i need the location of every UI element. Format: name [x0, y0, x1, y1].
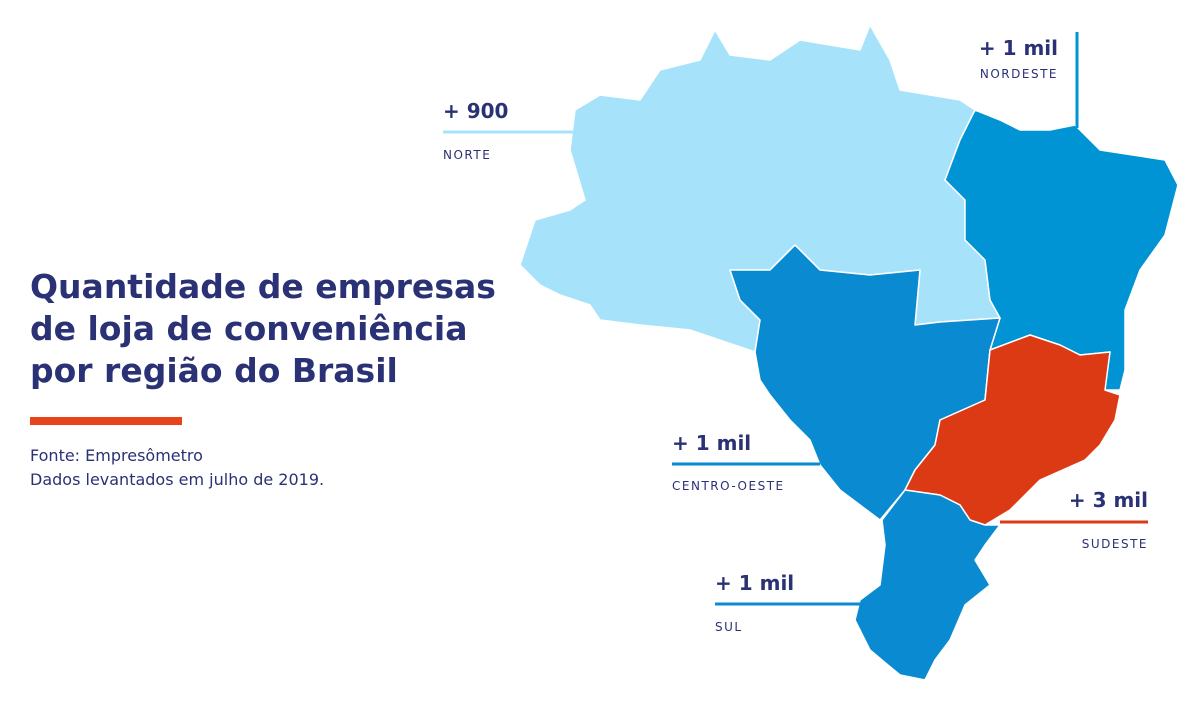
title: de loja de conveniência [30, 309, 467, 348]
region-sul [854, 489, 1001, 681]
note: Dados levantados em julho de 2019. [30, 470, 324, 489]
region-value: + 1 mil [672, 431, 751, 455]
title: por região do Brasil [30, 351, 398, 390]
source: Fonte: Empresômetro [30, 446, 203, 465]
region-name: NORDESTE [980, 67, 1058, 81]
accent-bar [30, 417, 182, 425]
region-name: CENTRO-OESTE [672, 479, 785, 493]
region-value: + 1 mil [979, 36, 1058, 60]
region-sudeste [904, 334, 1121, 526]
region-value: + 3 mil [1069, 488, 1148, 512]
map [519, 24, 1179, 681]
region-value: + 900 [443, 99, 508, 123]
region-name: NORTE [443, 148, 491, 162]
region-name: SUDESTE [1082, 537, 1148, 551]
region-name: SUL [715, 620, 743, 634]
title: Quantidade de empresas [30, 267, 496, 306]
region-value: + 1 mil [715, 571, 794, 595]
